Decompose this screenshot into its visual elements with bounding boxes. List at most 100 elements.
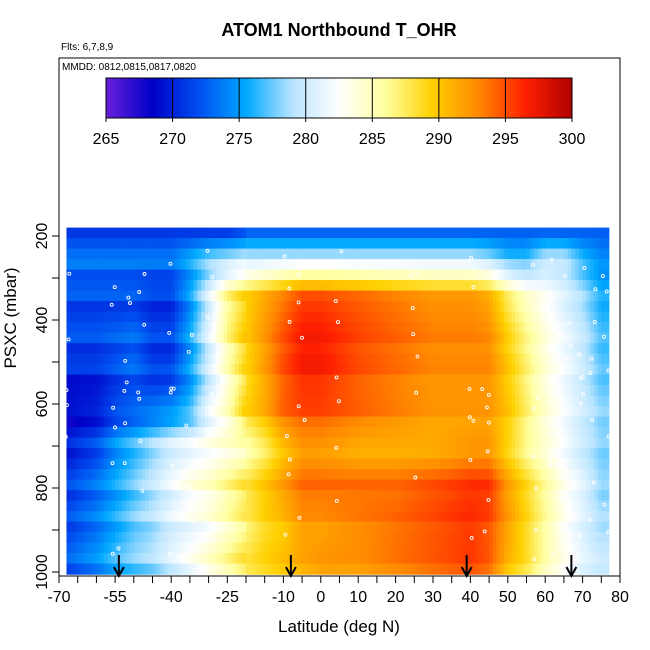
heatmap-cell	[133, 469, 139, 481]
heatmap-cell	[541, 563, 546, 575]
heatmap-cell	[81, 427, 86, 439]
heatmap-cell	[197, 364, 202, 376]
heatmap-cell	[219, 374, 225, 386]
heatmap-cell	[204, 448, 210, 460]
heatmap-cell	[317, 238, 322, 250]
heatmap-cell	[167, 448, 172, 460]
heatmap-cell	[563, 500, 569, 512]
heatmap-cell	[70, 395, 75, 407]
heatmap-cell	[294, 406, 299, 418]
heatmap-cell	[103, 511, 109, 523]
heatmap-cell	[204, 332, 210, 344]
heatmap-cell	[100, 532, 105, 544]
heatmap-cell	[223, 280, 228, 292]
heatmap-cell	[85, 427, 90, 439]
heatmap-cell	[489, 395, 494, 407]
heatmap-cell	[343, 227, 348, 239]
heatmap-cell	[145, 416, 150, 428]
heatmap-cell	[365, 479, 371, 491]
heatmap-cell	[107, 248, 112, 260]
heatmap-cell	[302, 322, 307, 334]
heatmap-cell	[481, 448, 486, 460]
heatmap-cell	[189, 553, 195, 565]
heatmap-cell	[504, 227, 509, 239]
heatmap-cell	[492, 469, 498, 481]
heatmap-cell	[238, 437, 243, 449]
heatmap-cell	[275, 511, 281, 523]
heatmap-cell	[369, 416, 374, 428]
heatmap-cell	[253, 427, 258, 439]
heatmap-cell	[133, 322, 139, 334]
heatmap-cell	[462, 364, 468, 376]
heatmap-cell	[246, 259, 251, 271]
heatmap-cell	[552, 259, 558, 271]
heatmap-cell	[212, 532, 217, 544]
heatmap-cell	[159, 500, 165, 512]
heatmap-cell	[290, 374, 296, 386]
heatmap-cell	[309, 353, 314, 365]
heatmap-cell	[197, 427, 202, 439]
heatmap-cell	[571, 301, 576, 313]
heatmap-cell	[182, 437, 187, 449]
heatmap-cell	[145, 500, 150, 512]
heatmap-cell	[433, 343, 438, 355]
colorbar: 265 270 275 280 285 290 295 300	[93, 77, 585, 148]
heatmap-cell	[552, 343, 558, 355]
heatmap-cell	[410, 490, 415, 502]
heatmap-cell	[107, 511, 112, 523]
heatmap-cell	[526, 238, 531, 250]
heatmap-cell	[563, 416, 569, 428]
heatmap-cell	[171, 479, 176, 491]
heatmap-cell	[133, 227, 139, 239]
heatmap-cell	[302, 490, 307, 502]
heatmap-cell	[346, 427, 352, 439]
heatmap-cell	[66, 437, 71, 449]
heatmap-cell	[447, 437, 453, 449]
heatmap-cell	[556, 343, 561, 355]
heatmap-cell	[418, 532, 423, 544]
heatmap-cell	[556, 448, 561, 460]
heatmap-cell	[298, 374, 303, 386]
heatmap-cell	[414, 343, 419, 355]
heatmap-cell	[406, 427, 412, 439]
heatmap-cell	[365, 353, 371, 365]
heatmap-cell	[590, 311, 595, 323]
heatmap-cell	[391, 301, 397, 313]
heatmap-cell	[429, 553, 434, 565]
heatmap-cell	[586, 437, 591, 449]
heatmap-cell	[317, 322, 322, 334]
heatmap-cell	[530, 322, 535, 334]
heatmap-cell	[88, 353, 94, 365]
heatmap-cell	[178, 406, 184, 418]
heatmap-cell	[354, 385, 359, 397]
heatmap-cell	[459, 416, 464, 428]
heatmap-cell	[197, 500, 202, 512]
heatmap-cell	[313, 521, 318, 533]
heatmap-cell	[85, 542, 90, 554]
heatmap-cell	[541, 553, 546, 565]
heatmap-cell	[447, 563, 453, 575]
heatmap-cell	[433, 280, 438, 292]
heatmap-cell	[403, 227, 408, 239]
heatmap-cell	[159, 343, 165, 355]
heatmap-cell	[81, 406, 86, 418]
heatmap-cell	[504, 364, 509, 376]
heatmap-cell	[541, 269, 546, 281]
heatmap-cell	[197, 511, 202, 523]
heatmap-cell	[358, 563, 363, 575]
heatmap-cell	[118, 269, 124, 281]
heatmap-cell	[590, 332, 595, 344]
heatmap-cell	[459, 458, 464, 470]
heatmap-cell	[167, 353, 172, 365]
heatmap-cell	[466, 238, 471, 250]
heatmap-cell	[500, 458, 505, 470]
heatmap-cell	[492, 311, 498, 323]
heatmap-cell	[193, 395, 198, 407]
observation-dot	[593, 287, 598, 292]
heatmap-cell	[391, 280, 397, 292]
heatmap-cell	[358, 416, 363, 428]
heatmap-cell	[92, 385, 97, 397]
heatmap-cell	[253, 343, 258, 355]
heatmap-cell	[118, 448, 124, 460]
heatmap-cell	[96, 322, 101, 334]
